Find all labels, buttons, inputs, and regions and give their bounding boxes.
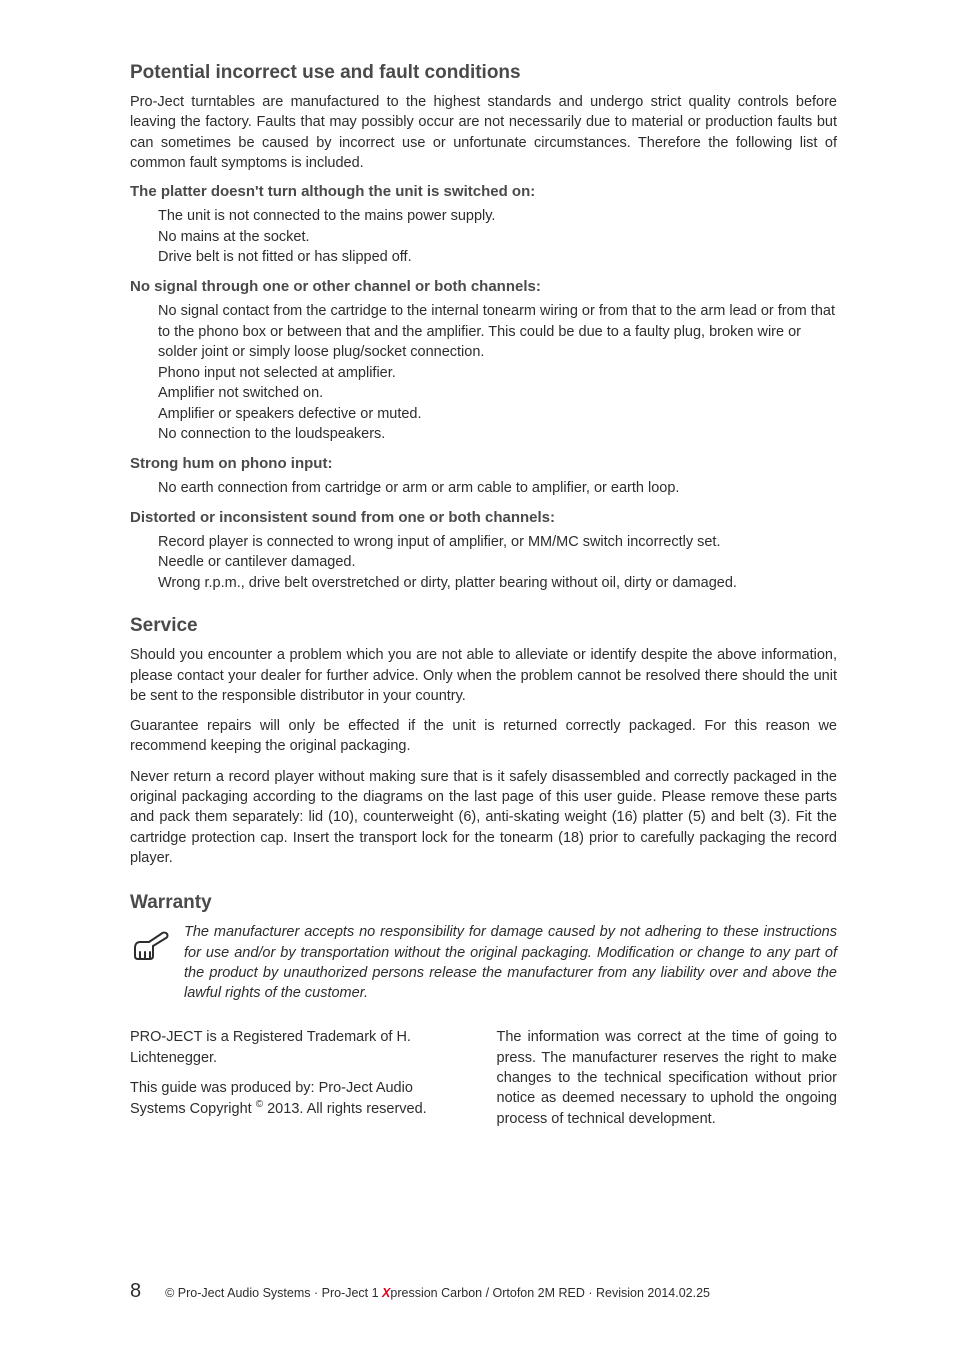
page-number: 8 xyxy=(130,1280,141,1303)
fault-item: Phono input not selected at amplifier. xyxy=(158,363,837,384)
heading-warranty: Warranty xyxy=(130,892,837,914)
trademark-right: The information was correct at the time … xyxy=(497,1027,838,1138)
fault-list-3: Record player is connected to wrong inpu… xyxy=(130,532,837,594)
fault-item: Amplifier or speakers defective or muted… xyxy=(158,404,837,425)
fault-list-1: No signal contact from the cartridge to … xyxy=(130,301,837,445)
fault-item: Needle or cantilever damaged. xyxy=(158,552,837,573)
trademark-left-2: This guide was produced by: Pro-Ject Aud… xyxy=(130,1078,471,1119)
footer-text-b: pression Carbon / Ortofon 2M RED · Revis… xyxy=(390,1286,710,1300)
fault-item: No earth connection from cartridge or ar… xyxy=(158,478,837,499)
fault-item: Amplifier not switched on. xyxy=(158,383,837,404)
heading-faults: Potential incorrect use and fault condit… xyxy=(130,62,837,84)
footer-text: © Pro-Ject Audio Systems · Pro-Ject 1 Xp… xyxy=(165,1286,710,1300)
fault-title-2: Strong hum on phono input: xyxy=(130,455,837,472)
heading-service: Service xyxy=(130,615,837,637)
copyright-suffix: 2013. All rights reserved. xyxy=(263,1101,427,1117)
trademark-right-text: The information was correct at the time … xyxy=(497,1027,838,1128)
warranty-row: The manufacturer accepts no responsibili… xyxy=(130,922,837,1003)
warranty-text: The manufacturer accepts no responsibili… xyxy=(184,922,837,1003)
copyright-symbol: © xyxy=(256,1099,263,1110)
fault-item: Wrong r.p.m., drive belt overstretched o… xyxy=(158,573,837,594)
fault-title-1: No signal through one or other channel o… xyxy=(130,278,837,295)
service-p1: Should you encounter a problem which you… xyxy=(130,645,837,706)
trademark-left: PRO-JECT is a Registered Trademark of H.… xyxy=(130,1027,471,1138)
hand-pointing-icon xyxy=(130,922,172,1003)
trademark-left-1: PRO-JECT is a Registered Trademark of H.… xyxy=(130,1027,471,1068)
footer-text-a: © Pro-Ject Audio Systems · Pro-Ject 1 xyxy=(165,1286,382,1300)
intro-text: Pro-Ject turntables are manufactured to … xyxy=(130,92,837,173)
page: Potential incorrect use and fault condit… xyxy=(0,0,954,1351)
fault-list-0: The unit is not connected to the mains p… xyxy=(130,206,837,268)
fault-title-3: Distorted or inconsistent sound from one… xyxy=(130,509,837,526)
fault-item: Record player is connected to wrong inpu… xyxy=(158,532,837,553)
fault-item: The unit is not connected to the mains p… xyxy=(158,206,837,227)
fault-list-2: No earth connection from cartridge or ar… xyxy=(130,478,837,499)
service-p2: Guarantee repairs will only be effected … xyxy=(130,716,837,757)
fault-title-0: The platter doesn't turn although the un… xyxy=(130,183,837,200)
fault-item: No mains at the socket. xyxy=(158,227,837,248)
footer: 8 © Pro-Ject Audio Systems · Pro-Ject 1 … xyxy=(130,1280,837,1303)
fault-item: Drive belt is not fitted or has slipped … xyxy=(158,247,837,268)
trademark-columns: PRO-JECT is a Registered Trademark of H.… xyxy=(130,1027,837,1138)
fault-item: No signal contact from the cartridge to … xyxy=(158,301,837,363)
service-p3: Never return a record player without mak… xyxy=(130,767,837,868)
fault-item: No connection to the loudspeakers. xyxy=(158,424,837,445)
